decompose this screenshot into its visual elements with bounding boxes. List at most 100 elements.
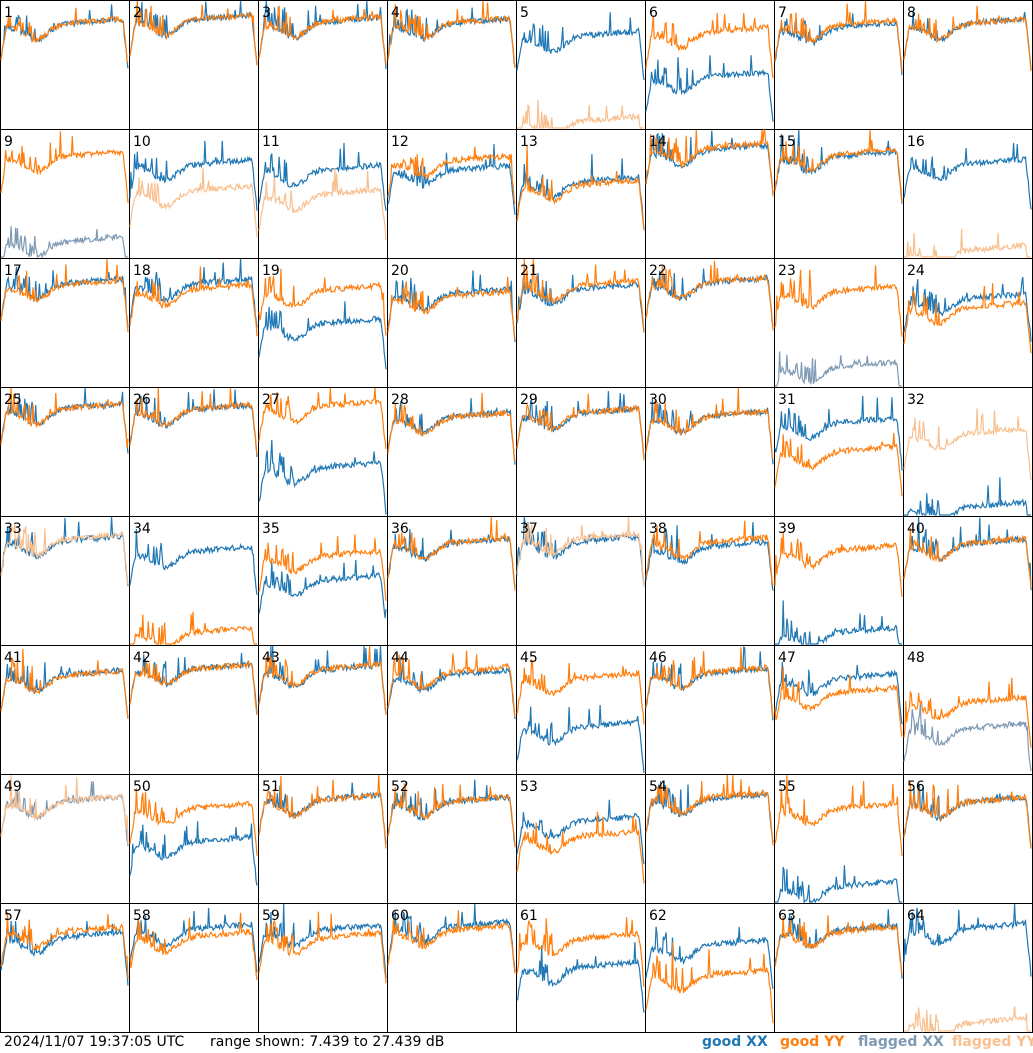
flagged-yy-line <box>517 99 644 130</box>
good-xx-line <box>258 301 387 370</box>
panel-label: 19 <box>262 263 280 279</box>
good-yy-line <box>129 0 258 66</box>
good-yy-line <box>516 393 645 461</box>
panel-label: 52 <box>391 779 409 795</box>
panel-border <box>903 903 1033 1033</box>
timestamp: 2024/11/07 19:37:05 UTC <box>4 1034 185 1050</box>
panel-label: 49 <box>4 779 22 795</box>
good-yy-line <box>645 647 774 718</box>
good-yy-line <box>129 659 258 716</box>
panel-label: 12 <box>391 134 409 150</box>
panel-34: 34 <box>129 516 259 646</box>
panel-1: 1 <box>0 0 130 130</box>
good-yy-line <box>774 531 903 597</box>
good-xx-line <box>129 528 258 595</box>
panel-30: 30 <box>645 387 775 517</box>
good-yy-line <box>645 520 774 586</box>
good-yy-line <box>0 649 129 720</box>
panel-24: 24 <box>903 258 1033 388</box>
panel-22: 22 <box>645 258 775 388</box>
panel-label: 10 <box>133 134 151 150</box>
good-yy-line <box>387 146 516 205</box>
panel-60: 60 <box>387 903 517 1033</box>
panel-label: 40 <box>907 521 925 537</box>
panel-label: 7 <box>778 5 787 21</box>
panel-label: 50 <box>133 779 151 795</box>
good-xx-line <box>516 272 645 333</box>
good-yy-line <box>903 677 1032 748</box>
good-yy-line <box>516 658 645 725</box>
panel-label: 5 <box>520 5 529 21</box>
panel-label: 34 <box>133 521 151 537</box>
good-yy-line <box>645 127 774 197</box>
good-yy-line <box>387 0 516 68</box>
flagged-xx-line <box>775 351 902 387</box>
good-xx-line <box>775 865 902 904</box>
good-xx-line <box>387 657 516 720</box>
good-yy-line <box>645 260 774 331</box>
panel-56: 56 <box>903 774 1033 904</box>
panel-50: 50 <box>129 774 259 904</box>
panel-label: 18 <box>133 263 151 279</box>
good-yy-line <box>774 129 903 203</box>
panel-label: 22 <box>649 263 667 279</box>
good-xx-line <box>129 258 258 328</box>
panel-label: 17 <box>4 263 22 279</box>
panel-label: 63 <box>778 908 796 924</box>
panel-37: 37 <box>516 516 646 646</box>
good-yy-line <box>258 645 387 715</box>
good-xx-line <box>516 799 645 865</box>
panel-label: 3 <box>262 5 271 21</box>
flagged-yy-line <box>0 523 129 585</box>
good-xx-line <box>774 661 903 725</box>
panel-label: 36 <box>391 521 409 537</box>
panel-44: 44 <box>387 645 517 775</box>
good-xx-line <box>258 645 387 714</box>
panel-label: 35 <box>262 521 280 537</box>
panel-label: 23 <box>778 263 796 279</box>
panel-17: 17 <box>0 258 130 388</box>
good-yy-line <box>774 432 903 497</box>
good-yy-line <box>903 527 1032 588</box>
panel-border <box>645 645 775 775</box>
good-yy-line <box>0 912 129 979</box>
panel-25: 25 <box>0 387 130 517</box>
good-xx-line <box>129 821 258 886</box>
good-yy-line <box>516 145 645 231</box>
panel-29: 29 <box>516 387 646 517</box>
panel-15: 15 <box>774 129 904 259</box>
flagged-yy-line <box>129 168 258 238</box>
good-yy-line <box>774 666 903 737</box>
good-xx-line <box>0 919 129 986</box>
panel-label: 60 <box>391 908 409 924</box>
good-yy-line <box>387 910 516 974</box>
good-yy-line <box>258 774 387 849</box>
panel-label: 64 <box>907 908 925 924</box>
panel-border <box>516 903 646 1033</box>
panel-label: 31 <box>778 392 796 408</box>
good-yy-line <box>129 387 258 455</box>
good-yy-line <box>258 268 387 336</box>
panel-label: 53 <box>520 779 538 795</box>
good-yy-line <box>387 516 516 591</box>
flagged-yy-line <box>0 774 129 845</box>
panel-8: 8 <box>903 0 1033 130</box>
good-yy-line <box>258 387 387 450</box>
good-xx-line <box>775 600 902 646</box>
panel-42: 42 <box>129 645 259 775</box>
good-yy-line <box>129 912 258 981</box>
panel-label: 46 <box>649 650 667 666</box>
panel-label: 24 <box>907 263 925 279</box>
panel-label: 47 <box>778 650 796 666</box>
panel-26: 26 <box>129 387 259 517</box>
good-yy-line <box>516 917 645 987</box>
good-yy-line <box>258 911 387 984</box>
panel-35: 35 <box>258 516 388 646</box>
panel-border <box>774 129 904 259</box>
legend-good-xx: good XX <box>702 1034 768 1050</box>
good-yy-line <box>516 258 645 333</box>
good-xx-line <box>645 55 774 122</box>
panel-label: 42 <box>133 650 151 666</box>
panel-label: 32 <box>907 392 925 408</box>
